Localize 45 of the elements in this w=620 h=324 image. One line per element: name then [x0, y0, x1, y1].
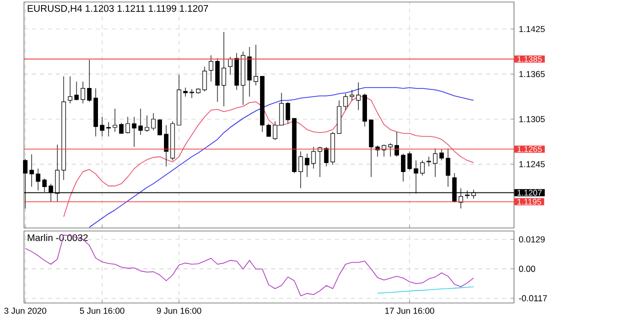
candlestick — [324, 146, 329, 167]
ref-line-label: 1.1265 — [518, 146, 542, 152]
candlestick — [126, 116, 130, 134]
candlestick — [222, 32, 226, 107]
candlestick — [304, 153, 310, 178]
candlestick — [164, 124, 168, 167]
y-tick-label: 0.00 — [519, 266, 536, 272]
y-tick-label: -0.0117 — [519, 295, 547, 302]
candlestick — [158, 118, 162, 136]
y-tick-label: 1.1425 — [519, 26, 545, 32]
y-tick-label: 1.1305 — [519, 116, 545, 122]
y-tick-label: 1.1245 — [519, 161, 545, 168]
candlestick — [388, 142, 393, 157]
candlestick — [400, 153, 406, 182]
ref-line-label: 1.1195 — [518, 198, 542, 205]
candlestick — [407, 151, 412, 170]
x-tick-label: 5 Jun 16:00 — [80, 308, 124, 314]
candlestick — [254, 44, 258, 86]
line-series — [24, 234, 474, 296]
y-tick-label: 0.0129 — [519, 236, 545, 242]
x-tick-label: 17 Jun 16:00 — [385, 308, 434, 314]
candlestick — [394, 132, 400, 157]
candlestick — [432, 148, 438, 178]
candlestick — [119, 122, 124, 134]
chart-title: EURUSD,H4 1.1203 1.1211 1.1199 1.1207 — [28, 5, 208, 13]
candlestick — [29, 154, 34, 188]
ref-line-label: 1.1385 — [518, 56, 542, 62]
candlestick — [202, 66, 207, 92]
candlestick — [100, 116, 104, 137]
candlestick — [298, 151, 303, 189]
candlestick — [286, 102, 290, 124]
candlestick — [426, 156, 432, 167]
x-tick-label: 9 Jun 16:00 — [156, 308, 202, 314]
candlestick — [132, 116, 136, 148]
ref-line-label: 1.1207 — [518, 190, 542, 196]
candlestick — [266, 123, 271, 137]
y-tick-label: 1.1365 — [519, 71, 545, 78]
candlestick — [446, 148, 450, 188]
candlestick — [228, 56, 232, 76]
candlestick — [151, 112, 156, 131]
candlestick — [68, 76, 72, 104]
candlestick — [87, 60, 92, 102]
candlestick — [439, 148, 444, 161]
candlestick — [356, 82, 361, 110]
x-tick-label: 3 Jun 2020 — [4, 308, 46, 314]
